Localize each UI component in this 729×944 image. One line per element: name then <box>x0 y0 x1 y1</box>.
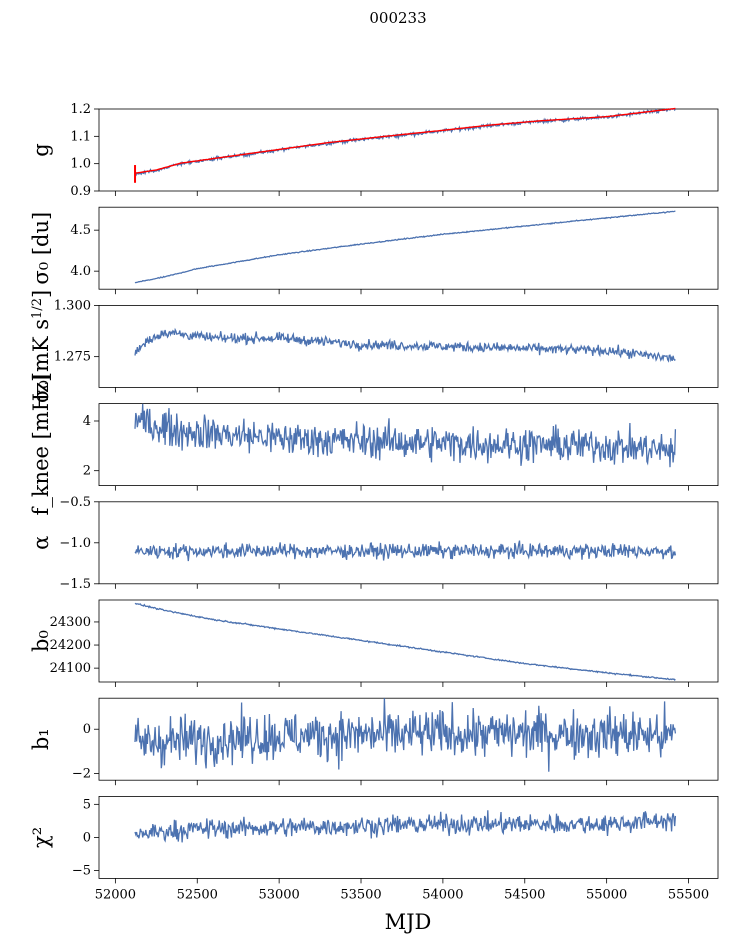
y-tick-label: −2 <box>72 767 91 782</box>
series-line <box>134 327 676 363</box>
plot-area <box>98 501 719 585</box>
y-tick-label: 1.300 <box>54 298 91 313</box>
plot-area <box>98 206 719 290</box>
x-tick-label: 54000 <box>422 887 463 902</box>
y-tick-label: −1.0 <box>59 536 91 551</box>
y-axis-label: b₀ <box>29 630 53 652</box>
series-line <box>134 403 677 468</box>
y-axis-label: b₁ <box>29 728 53 750</box>
y-tick-label: 5 <box>83 797 91 812</box>
series-line <box>134 602 676 681</box>
panel-7: −2 0 b₁ <box>29 697 719 786</box>
panel-4: 2 4 f_knee [mHz] <box>29 374 719 516</box>
y-tick-label: 1.1 <box>70 129 91 144</box>
y-axis-label: g <box>29 143 53 156</box>
y-tick-label: 1.0 <box>70 157 91 172</box>
plot-area <box>98 599 719 683</box>
x-tick-label: 55500 <box>668 887 709 902</box>
y-tick-label: 24100 <box>50 661 91 676</box>
x-tick-label: 52000 <box>95 887 136 902</box>
y-tick-label: −5 <box>72 863 91 878</box>
y-tick-label: −1.5 <box>59 577 91 592</box>
y-axis-label: f_knee [mHz] <box>29 374 53 516</box>
series-line <box>134 810 677 843</box>
panel-5: −1.5 −1.0 −0.5 α <box>29 495 719 592</box>
y-tick-label: 24300 <box>50 615 91 630</box>
plot-area <box>98 796 719 879</box>
y-tick-label: 2 <box>83 464 91 479</box>
y-tick-label: 0 <box>83 830 91 845</box>
y-axis-label: σ₀[mK s1/2] <box>29 290 53 403</box>
y-tick-label: 24200 <box>50 638 91 653</box>
y-tick-label: 0.9 <box>70 184 91 199</box>
panels: 0.9 1.0 1.1 1.2 g 4.0 4.5 σ₀ [du] 1.275 1.300σ₀[m… <box>29 102 719 902</box>
y-axis-label: α <box>29 536 53 550</box>
x-tick-label: 52500 <box>177 887 218 902</box>
y-tick-label: 4 <box>83 414 91 429</box>
y-tick-label: 4.0 <box>70 264 91 279</box>
y-tick-label: 4.5 <box>70 223 91 238</box>
y-tick-label: −0.5 <box>59 495 91 510</box>
panel-1: 0.9 1.0 1.1 1.2 g <box>29 102 719 199</box>
x-tick-label: 53500 <box>340 887 381 902</box>
plot-area <box>98 108 719 192</box>
x-axis-label: MJD <box>385 910 432 934</box>
panel-2: 4.0 4.5 σ₀ [du] <box>29 206 719 295</box>
x-tick-label: 55000 <box>586 887 627 902</box>
series-line <box>134 540 677 562</box>
x-tick-label: 54500 <box>504 887 545 902</box>
panel-8: 52000 52500 53000 53500 54000 54500 55000 55500… <box>29 796 719 902</box>
y-axis-label: χ² <box>29 827 53 848</box>
y-tick-label: 1.275 <box>54 350 91 365</box>
y-tick-label: 0 <box>83 722 91 737</box>
series-line <box>134 698 677 772</box>
figure-title: 000233 <box>369 9 426 27</box>
fit-line <box>134 107 676 174</box>
x-tick-label: 53000 <box>258 887 299 902</box>
y-axis-label: σ₀ [du] <box>29 212 53 285</box>
y-tick-label: 1.2 <box>70 102 91 117</box>
series-line <box>134 210 676 284</box>
